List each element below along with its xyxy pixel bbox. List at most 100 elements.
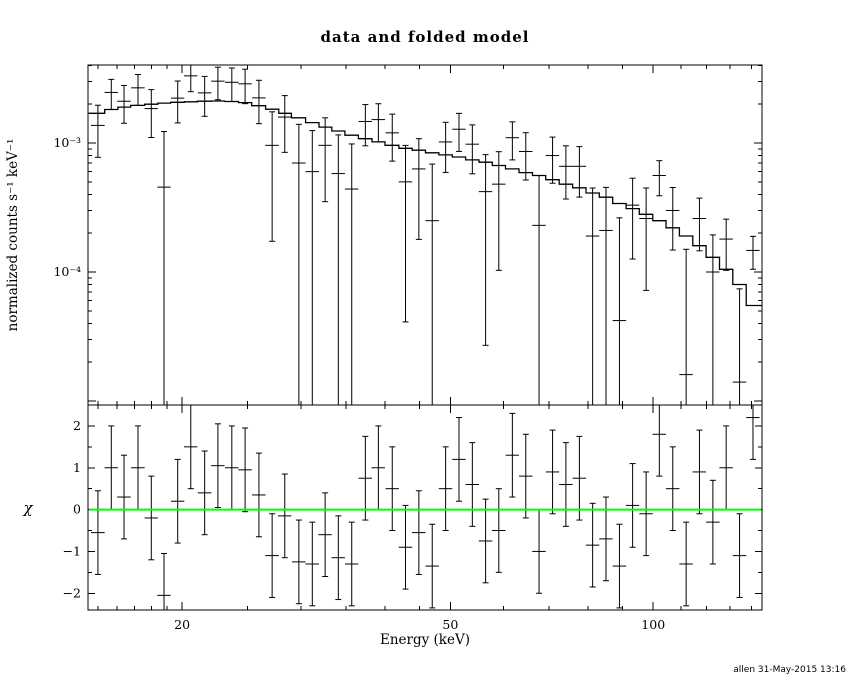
y-tick-label: −2 [63,585,81,600]
data-point [612,217,627,405]
data-point [197,75,212,117]
y-axis-title-bottom: χ [22,499,33,517]
data-point [652,160,666,197]
data-point [211,66,225,101]
chi-point [665,446,680,532]
data-point [398,144,413,323]
data-point [478,154,493,346]
chi-point [612,523,627,609]
chi-point [559,442,573,527]
chi-point [599,496,613,582]
chi-point [238,427,252,513]
spectrum-panel: 10⁻⁴ 10⁻³ [53,64,763,406]
chi-point [412,490,426,575]
chi-point [545,429,560,515]
data-point [665,187,680,251]
data-point [344,143,359,405]
chi-point [452,417,466,502]
data-point [224,67,239,103]
chi-point [358,435,373,521]
data-point [412,138,426,240]
data-point [746,235,760,270]
chi-point [277,473,292,559]
data-point [318,117,332,203]
chi-point [331,515,345,601]
data-point [706,234,720,405]
y-tick-label: 10⁻³ [53,135,81,150]
chi-point [104,425,118,511]
chi-point [344,521,359,607]
bottom-panel-frame [87,404,763,611]
chi-point [292,519,306,605]
plot-title: data and folded model [321,28,530,46]
chi-point [491,488,506,573]
chi-point [131,425,145,511]
chi-point [692,429,707,515]
y-tick-label: −1 [63,543,81,558]
chi-point [478,498,493,584]
data-point [238,68,252,105]
data-point [599,186,613,405]
data-point [505,121,520,161]
y-tick-label: 1 [73,460,81,475]
data-point [625,177,640,260]
y-tick-label: 10⁻⁴ [53,264,81,279]
chi-point [305,521,319,607]
chi-point [719,425,733,511]
chi-point [518,433,533,519]
x-tick-label: 20 [174,617,190,632]
chi-point [157,553,171,610]
chi-point [318,492,332,578]
x-tick-label: 50 [442,617,458,632]
data-point [572,146,587,198]
data-point [131,74,145,106]
x-tick-label: 100 [641,617,665,632]
chi-point [746,405,760,460]
chi-point [625,463,640,548]
data-point [385,113,399,162]
chi-point [585,502,600,588]
data-point [425,163,439,405]
chi-point [438,446,453,532]
chi-point [398,504,413,590]
chi-point [117,454,131,540]
chi-point [505,412,520,498]
y-axis-title-top: normalized counts s⁻¹ keV⁻¹ [5,139,21,332]
data-point [491,151,506,271]
data-point [277,95,292,153]
data-point [692,197,707,252]
data-point [452,112,466,152]
data-point [732,288,747,405]
chi-point [252,452,266,538]
data-point [371,103,386,143]
data-point [117,84,131,124]
chi-point [679,521,693,607]
chi-point [532,509,546,594]
chi-point [211,423,225,508]
chi-point [265,513,279,598]
data-point [532,175,546,405]
model-step-line [88,100,762,307]
chi-point [425,523,439,609]
data-point [559,145,573,200]
spectrum-data [88,65,762,405]
chi-point [91,490,105,575]
chi-point [170,458,185,544]
chi-point [197,450,212,536]
data-point [639,187,653,291]
chi-point [652,405,666,477]
data-point [144,89,158,139]
chi-point [385,446,399,532]
data-point [184,65,198,93]
chi-point [732,513,747,598]
y-tick-label: 2 [73,418,81,433]
chi-point [371,425,386,511]
top-panel-frame [87,64,763,406]
chi-point [224,425,239,511]
y-tick-label: 0 [73,502,81,517]
data-point [305,130,319,405]
data-point [358,104,373,147]
timestamp: allen 31-May-2015 13:16 [733,665,846,675]
data-point [465,124,479,175]
